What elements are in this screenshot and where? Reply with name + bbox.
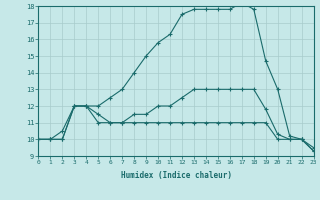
X-axis label: Humidex (Indice chaleur): Humidex (Indice chaleur)	[121, 171, 231, 180]
